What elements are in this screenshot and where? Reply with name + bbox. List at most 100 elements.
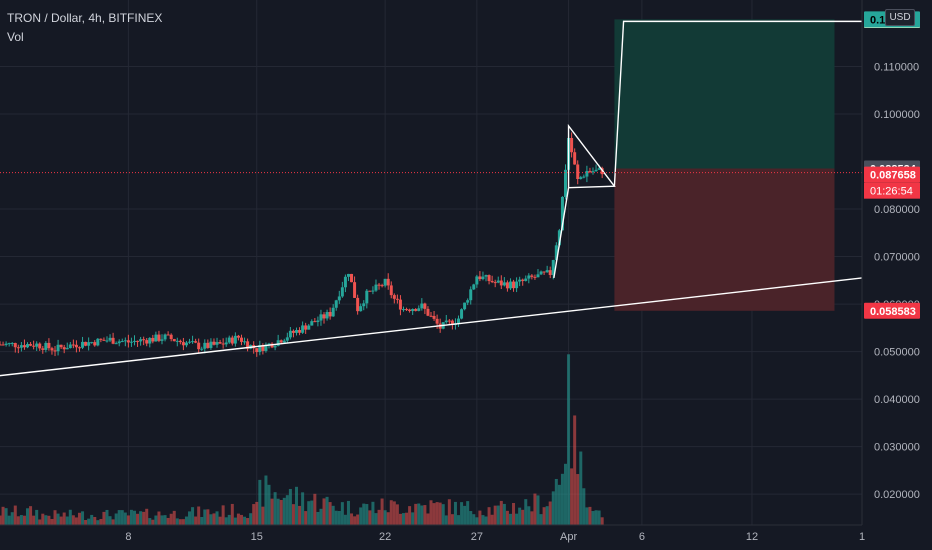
candle-body	[594, 169, 598, 172]
volume-bar	[389, 500, 393, 525]
volume-bar	[499, 500, 503, 525]
candle-body	[1, 344, 5, 346]
volume-bar	[368, 510, 372, 525]
candle-body	[10, 342, 14, 344]
candle-body	[554, 245, 558, 261]
volume-bar	[288, 488, 292, 525]
current-price-label-bg	[864, 166, 920, 183]
candle-body	[114, 343, 118, 345]
candle-body	[304, 325, 308, 330]
candle-body	[44, 342, 48, 350]
volume-bar	[340, 502, 344, 525]
candle-body	[126, 340, 130, 343]
candle-body	[386, 278, 390, 286]
volume-bar	[255, 501, 259, 525]
volume-bar	[405, 512, 409, 525]
candle-body	[374, 284, 378, 291]
volume-bar	[59, 516, 63, 525]
candle-body	[175, 340, 179, 342]
candle-body	[530, 275, 534, 277]
volume-bar	[148, 518, 152, 525]
candle-body	[218, 342, 222, 344]
volume-bar	[426, 513, 430, 525]
volume-bar	[215, 511, 219, 525]
candle-body	[151, 337, 155, 342]
candle-body	[368, 290, 372, 292]
candle-body	[71, 344, 75, 346]
candle-body	[129, 341, 133, 343]
countdown-bg	[864, 182, 920, 199]
candle-body	[267, 343, 271, 345]
time-tick-label: 8	[125, 531, 131, 543]
candle-body	[435, 318, 439, 324]
volume-bar	[252, 504, 256, 525]
candle-body	[206, 342, 210, 348]
candle-body	[417, 308, 421, 311]
candle-body	[444, 320, 448, 323]
volume-bar	[463, 505, 467, 525]
candle-body	[585, 170, 589, 177]
volume-bar	[44, 515, 48, 525]
volume-bar	[279, 499, 283, 525]
price-tick-label: 0.110000	[874, 62, 919, 74]
volume-bar	[136, 513, 140, 525]
candle-body	[87, 342, 91, 346]
volume-bar	[481, 515, 485, 525]
candle-body	[405, 309, 409, 311]
volume-indicator-label[interactable]: Vol	[7, 30, 24, 44]
candle-body	[19, 345, 23, 348]
volume-bar	[359, 507, 363, 525]
volume-bar	[414, 503, 418, 525]
candle-body	[50, 348, 54, 351]
volume-bar	[557, 484, 561, 525]
candle-body	[313, 321, 317, 323]
candle-body	[395, 298, 399, 300]
volume-bar	[313, 493, 317, 525]
candle-body	[270, 343, 274, 348]
candle-body	[579, 177, 583, 180]
candle-body	[261, 345, 265, 351]
candle-body	[563, 169, 567, 197]
volume-bar	[457, 515, 461, 525]
price-tick-label: 0.070000	[874, 252, 920, 264]
candle-body	[188, 341, 192, 343]
volume-bar	[22, 515, 26, 525]
volume-bar	[239, 514, 243, 525]
candle-body	[518, 279, 522, 282]
candle-body	[429, 315, 433, 317]
volume-bar	[524, 499, 528, 525]
candle-body	[148, 337, 152, 344]
volume-bar	[151, 519, 155, 525]
volume-bar	[270, 498, 274, 525]
volume-bar	[246, 518, 250, 525]
volume-bar	[0, 515, 2, 525]
volume-bar	[7, 515, 11, 525]
candle-body	[230, 337, 234, 344]
candle-body	[74, 344, 78, 348]
volume-bar	[487, 507, 491, 525]
candle-body	[81, 341, 85, 348]
candle-body	[475, 276, 479, 285]
candle-body	[163, 334, 167, 340]
volume-bar	[114, 513, 118, 525]
pennant-pattern	[567, 123, 616, 189]
candle-body	[423, 303, 427, 309]
candle-body	[166, 334, 170, 336]
volume-bar	[169, 513, 173, 525]
candle-body	[224, 342, 228, 345]
volume-bar	[383, 510, 387, 525]
candle-body	[414, 309, 418, 311]
candle-body	[77, 347, 81, 349]
currency-button[interactable]: USD	[885, 9, 915, 26]
volume-bar	[337, 510, 341, 525]
candle-body	[420, 303, 424, 309]
candle-body	[463, 302, 467, 310]
candle-body	[353, 282, 357, 298]
candle-body	[576, 164, 580, 180]
volume-bar	[10, 512, 14, 525]
volume-bar	[166, 517, 170, 525]
volume-bar	[90, 514, 94, 525]
candle-body	[573, 152, 577, 165]
candle-body	[365, 290, 369, 304]
